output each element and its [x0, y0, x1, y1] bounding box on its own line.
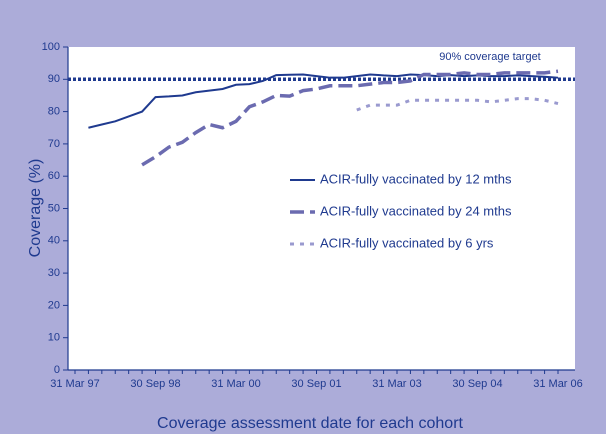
- x-tick-label: 31 Mar 00: [211, 378, 261, 390]
- y-tick-label: 20: [48, 299, 60, 311]
- x-tick-label: 30 Sep 98: [130, 378, 180, 390]
- y-tick-label: 70: [48, 138, 60, 150]
- y-axis-title: Coverage (%): [27, 159, 44, 258]
- target-label: 90% coverage target: [439, 51, 541, 63]
- y-tick-label: 30: [48, 267, 60, 279]
- series-line: [141, 69, 559, 167]
- y-tick-label: 90: [48, 73, 60, 85]
- x-tick-label: 30 Sep 04: [452, 378, 502, 390]
- series-line: [356, 97, 559, 112]
- y-tick-label: 80: [48, 106, 60, 118]
- y-tick-label: 0: [54, 364, 60, 376]
- x-tick-label: 31 Mar 06: [533, 378, 583, 390]
- x-tick-label: 30 Sep 01: [291, 378, 341, 390]
- x-tick-label: 31 Mar 97: [50, 378, 100, 390]
- y-tick-label: 50: [48, 202, 60, 214]
- y-tick-label: 10: [48, 332, 60, 344]
- legend-label: ACIR-fully vaccinated by 6 yrs: [320, 235, 494, 250]
- y-tick-label: 100: [42, 41, 60, 53]
- legend-label: ACIR-fully vaccinated by 24 mths: [320, 203, 512, 218]
- y-tick-label: 40: [48, 235, 60, 247]
- x-tick-label: 31 Mar 03: [372, 378, 422, 390]
- legend-label: ACIR-fully vaccinated by 12 mths: [320, 171, 512, 186]
- y-tick-label: 60: [48, 170, 60, 182]
- x-axis-title: Coverage assessment date for each cohort: [157, 415, 464, 432]
